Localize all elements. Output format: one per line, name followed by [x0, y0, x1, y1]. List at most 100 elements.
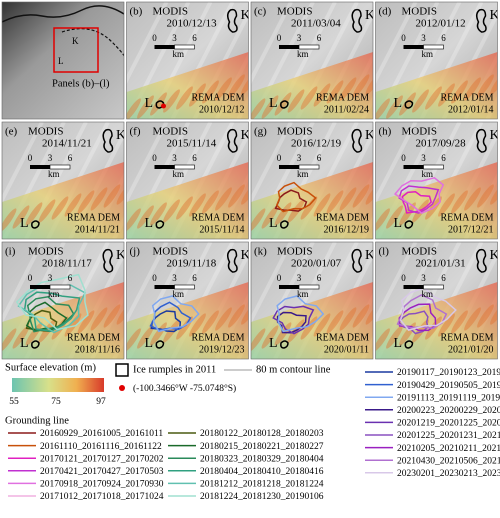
texture: [126, 122, 169, 205]
dem-date: 2019/12/23: [199, 344, 245, 355]
dem-label: REMA DEM: [440, 332, 493, 343]
dem-ridge: [261, 95, 279, 119]
dem-ridge: [339, 187, 357, 211]
dem-ridge: [339, 307, 357, 331]
grounding-label: 20170421_20170427_20170503: [40, 467, 164, 477]
sensor: MODIS: [277, 126, 312, 138]
grounding-label: 20170121_20170127_20170202: [40, 454, 164, 464]
dem-overlay: [2, 162, 124, 239]
dem-ridge: [352, 74, 370, 98]
dem-label: REMA DEM: [440, 212, 493, 223]
dem-ridge: [116, 181, 124, 205]
legend: Surface elevation (m) Ice rumples in 201…: [5, 362, 500, 502]
scale-label: 3: [172, 153, 177, 163]
dem-ridge: [12, 325, 30, 349]
dem-ridge: [300, 196, 318, 220]
dem-ridge: [189, 83, 206, 107]
elevation-title: Surface elevation (m): [5, 362, 96, 373]
ice-rumple: [31, 340, 40, 349]
scale-label: 0: [401, 153, 406, 163]
date: 2010/12/13: [167, 18, 218, 30]
panel-frame: [250, 241, 374, 360]
scale-label: 0: [152, 153, 157, 163]
dem-ridge: [386, 325, 403, 349]
k-label: K: [241, 128, 251, 143]
dem-ridge: [25, 202, 43, 226]
scale-bar: [423, 284, 444, 290]
panel-frame: [126, 1, 249, 120]
scale-bar: [298, 44, 320, 50]
scale-label: 6: [192, 153, 197, 163]
sensor: MODIS: [28, 246, 63, 258]
dem-ridge: [365, 181, 373, 205]
dem-ridge: [251, 208, 266, 232]
dem-ridge: [274, 92, 292, 116]
panel-label: (h): [379, 126, 392, 138]
scale-label: 3: [172, 33, 177, 43]
dem-ridge: [215, 77, 232, 101]
dem-ridge: [451, 310, 468, 334]
panel-label: (b): [130, 6, 143, 18]
texture: [126, 242, 169, 325]
scale-unit: km: [422, 169, 434, 179]
dem-ridge: [215, 307, 232, 331]
dem-ridge: [274, 202, 292, 226]
dem-ridge: [137, 95, 154, 119]
scale-label: 3: [297, 33, 302, 43]
dem-ridge: [126, 98, 141, 119]
l-label: L: [145, 336, 154, 351]
dem-ridge: [490, 181, 498, 205]
texture: [375, 2, 418, 85]
grounding-line: [151, 295, 200, 333]
scale-label: 3: [421, 153, 426, 163]
ice-rumple: [351, 8, 363, 33]
dem-label: REMA DEM: [67, 212, 120, 223]
dem-overlay: [251, 282, 373, 359]
sensor: MODIS: [402, 6, 437, 18]
scale-bar: [298, 284, 320, 290]
dem-ridge: [51, 196, 69, 220]
grounding-label: 20201225_20201231_20210106: [397, 431, 500, 441]
sensor: MODIS: [153, 6, 188, 18]
dem-ridge: [90, 307, 108, 331]
dem-ridge: [326, 190, 344, 214]
dem-date: 2012/01/14: [448, 104, 494, 115]
scale-label: 3: [172, 273, 177, 283]
dem-ridge: [126, 328, 141, 352]
panel-label: (f): [130, 126, 141, 138]
scale-unit: km: [48, 289, 60, 299]
dem-ridge: [77, 310, 95, 334]
dem-ridge: [477, 184, 494, 208]
dem-ridge: [38, 199, 56, 223]
scale-bar: [279, 45, 299, 49]
dem-ridge: [137, 205, 154, 229]
panel-image: KL Panels (b)–(l): [2, 2, 124, 119]
sensor: MODIS: [153, 126, 188, 138]
ice-rumples-label: Ice rumples in 2011: [133, 364, 216, 375]
texture: [2, 122, 44, 205]
dem-label: REMA DEM: [440, 92, 493, 103]
dem-ridge: [241, 181, 249, 205]
dem-ridge: [386, 205, 403, 229]
grounding-label: 20180323_20180329_20180404: [200, 454, 324, 464]
panel-label: (c): [254, 6, 267, 18]
ice-rumple: [227, 248, 238, 273]
panel-label: (k): [254, 246, 267, 258]
dem-ridge: [202, 310, 219, 334]
grounding-label: 20181212_20181218_20181224: [200, 480, 324, 490]
scale-unit: km: [297, 289, 309, 299]
date: 2020/01/07: [291, 258, 342, 270]
dem-ridge: [287, 89, 305, 113]
scale-bar: [403, 165, 424, 169]
k-label: K: [490, 8, 500, 23]
